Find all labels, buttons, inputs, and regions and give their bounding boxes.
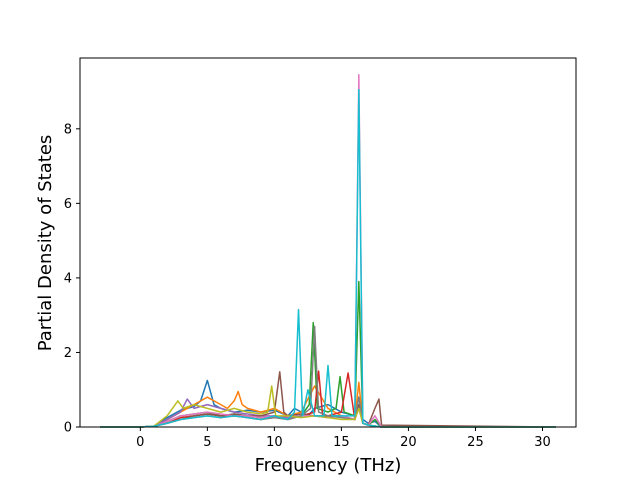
pdos-series-line-1 bbox=[100, 379, 556, 428]
pdos-series-line-2 bbox=[100, 381, 556, 428]
x-tick-label: 0 bbox=[136, 435, 144, 450]
pdos-series-line-9 bbox=[100, 385, 556, 428]
pdos-series-line-10 bbox=[100, 88, 556, 428]
x-tick-label: 25 bbox=[467, 435, 484, 450]
x-tick-label: 10 bbox=[266, 435, 283, 450]
y-tick-label: 0 bbox=[64, 421, 72, 436]
y-tick-label: 8 bbox=[64, 122, 72, 137]
y-axis-ticks: 0 2 4 6 8 bbox=[64, 122, 80, 436]
y-tick-label: 2 bbox=[64, 346, 72, 361]
x-tick-label: 30 bbox=[534, 435, 551, 450]
x-tick-label: 5 bbox=[203, 435, 211, 450]
y-axis-label: Partial Density of States bbox=[35, 135, 56, 352]
y-tick-label: 4 bbox=[64, 271, 72, 286]
x-axis-label: Frequency (THz) bbox=[255, 455, 402, 476]
plot-frame bbox=[79, 57, 577, 428]
series-layer bbox=[100, 74, 556, 428]
x-axis-ticks: 0 5 10 15 20 25 30 bbox=[136, 427, 551, 450]
y-tick-label: 6 bbox=[64, 197, 72, 212]
x-tick-label: 15 bbox=[333, 435, 350, 450]
x-tick-label: 20 bbox=[400, 435, 417, 450]
